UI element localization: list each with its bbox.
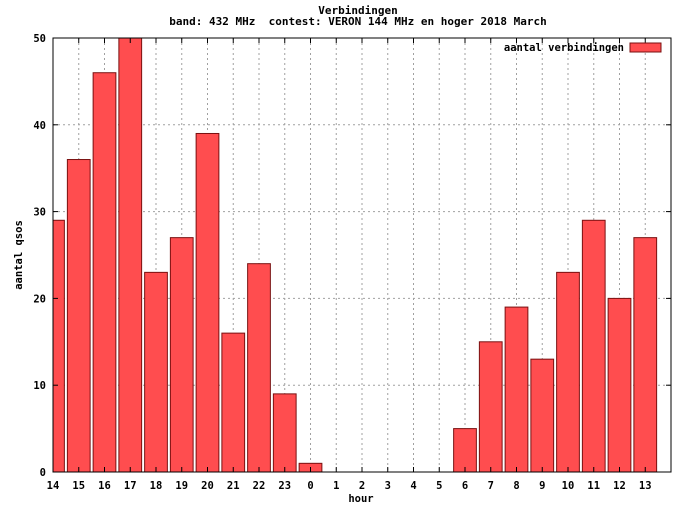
y-tick-label: 20 xyxy=(33,293,46,305)
bar-hour-11 xyxy=(581,219,606,473)
bar-hour-13 xyxy=(633,237,658,473)
x-tick-label: 3 xyxy=(385,480,391,492)
x-tick-label: 16 xyxy=(98,480,111,492)
y-tick-label: 30 xyxy=(33,207,46,219)
legend: aantal verbindingen xyxy=(504,42,662,54)
x-tick-label: 15 xyxy=(72,480,85,492)
bar-hour-6 xyxy=(453,428,477,473)
bar-hour-14 xyxy=(52,219,65,473)
bar-hour-21 xyxy=(221,332,246,473)
bar-hour-19 xyxy=(169,237,194,473)
x-axis-label: hour xyxy=(348,493,373,505)
x-tick-label: 5 xyxy=(436,480,442,492)
legend-swatch xyxy=(629,42,662,53)
x-tick-label: 10 xyxy=(562,480,575,492)
axis-ticks: 14 15 16 17 18 19 20 21 22 23 0 1 2 3 4 5 6 7 8 9 10 11 12 1301… xyxy=(33,33,671,492)
x-tick-label: 11 xyxy=(587,480,600,492)
bar-hour-18 xyxy=(144,271,168,473)
bars xyxy=(52,37,658,473)
x-tick-label: 18 xyxy=(150,480,163,492)
y-tick-label: 50 xyxy=(33,33,46,45)
x-tick-label: 20 xyxy=(201,480,214,492)
x-tick-label: 22 xyxy=(253,480,266,492)
bar-hour-23 xyxy=(272,393,297,473)
y-tick-label: 10 xyxy=(33,380,46,392)
x-tick-label: 8 xyxy=(513,480,519,492)
bar-hour-12 xyxy=(607,297,632,473)
legend-label: aantal verbindingen xyxy=(504,42,624,54)
x-tick-label: 9 xyxy=(539,480,545,492)
chart-subtitle: band: 432 MHz contest: VERON 144 MHz en … xyxy=(169,15,547,28)
x-tick-label: 2 xyxy=(359,480,365,492)
x-tick-label: 14 xyxy=(47,480,60,492)
bar-hour-20 xyxy=(195,132,220,473)
y-axis-label: aantal qsos xyxy=(13,220,25,290)
x-tick-label: 1 xyxy=(333,480,339,492)
x-tick-label: 7 xyxy=(488,480,494,492)
x-tick-label: 4 xyxy=(410,480,416,492)
bar-hour-16 xyxy=(92,72,117,473)
y-tick-label: 0 xyxy=(40,467,46,479)
x-tick-label: 6 xyxy=(462,480,468,492)
bar-hour-22 xyxy=(247,263,271,473)
x-tick-label: 21 xyxy=(227,480,240,492)
bar-hour-7 xyxy=(478,341,503,473)
chart-title: Verbindingen xyxy=(318,4,397,17)
x-tick-label: 17 xyxy=(124,480,137,492)
bar-hour-10 xyxy=(556,271,580,473)
x-tick-label: 13 xyxy=(639,480,652,492)
x-tick-label: 0 xyxy=(307,480,313,492)
y-tick-label: 40 xyxy=(33,120,46,132)
bar-hour-8 xyxy=(504,306,529,473)
bar-hour-15 xyxy=(66,159,91,473)
bar-hour-17 xyxy=(118,37,143,473)
x-tick-label: 12 xyxy=(613,480,626,492)
x-tick-label: 19 xyxy=(175,480,188,492)
bar-hour-9 xyxy=(530,358,555,473)
x-tick-label: 23 xyxy=(278,480,291,492)
